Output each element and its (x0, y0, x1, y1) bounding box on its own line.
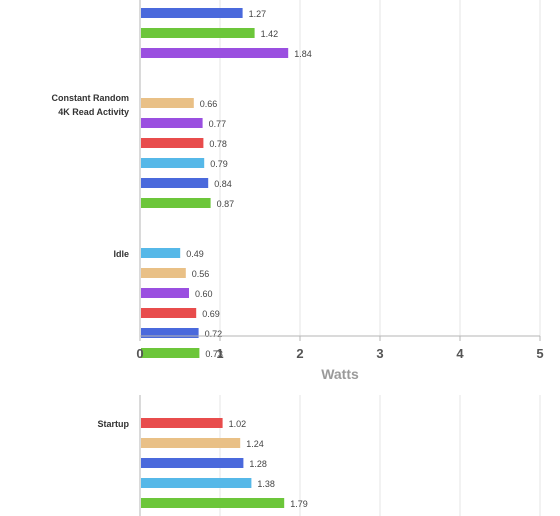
bar (141, 198, 211, 208)
category-label: 4K Read Activity (58, 107, 129, 117)
bar (141, 308, 197, 318)
bar-value-label: 1.02 (229, 419, 247, 429)
bar-value-label: 0.69 (202, 309, 220, 319)
chart-panel-lower: 1.02 1.24 1.28 1.38 1.79 Startup (98, 395, 541, 516)
bar (141, 328, 199, 338)
bar (141, 418, 223, 428)
bar (141, 348, 200, 358)
bar-value-label: 1.84 (294, 49, 312, 59)
bar-value-label: 0.87 (217, 199, 235, 209)
bar (141, 438, 241, 448)
x-tick-label: 3 (376, 346, 383, 361)
category-label: Startup (98, 419, 130, 429)
chart-panel-upper: 1.27 1.42 1.84 0.66 0.77 0.78 0.79 0.84 0.87 Cons… (52, 0, 544, 382)
bar (141, 248, 181, 258)
x-axis-title: Watts (321, 366, 359, 382)
bar-value-label: 1.79 (290, 499, 308, 509)
bar (141, 48, 289, 58)
bar (141, 28, 255, 38)
bar (141, 118, 203, 128)
category-label: Idle (113, 249, 129, 259)
bar-value-label: 0.49 (186, 249, 204, 259)
bar-value-label: 0.72 (205, 329, 223, 339)
category-label: Constant Random (52, 93, 130, 103)
bar (141, 498, 285, 508)
bar (141, 8, 243, 18)
bar-value-label: 0.73 (205, 349, 223, 359)
bar-value-label: 0.79 (210, 159, 228, 169)
x-tick-label: 4 (456, 346, 464, 361)
bar-value-label: 0.84 (214, 179, 232, 189)
bar-value-label: 0.78 (209, 139, 227, 149)
x-tick-label: 5 (536, 346, 543, 361)
bar (141, 138, 204, 148)
bar-value-label: 0.60 (195, 289, 213, 299)
x-tick-label: 0 (136, 346, 143, 361)
bar (141, 458, 244, 468)
x-tick-label: 2 (296, 346, 303, 361)
bar (141, 178, 209, 188)
bar (141, 158, 205, 168)
bar (141, 478, 252, 488)
bar-value-label: 1.27 (249, 9, 267, 19)
bar-value-label: 1.24 (246, 439, 264, 449)
bar-value-label: 1.38 (257, 479, 275, 489)
x-tick-label: 1 (216, 346, 223, 361)
bar-value-label: 1.28 (249, 459, 267, 469)
bar (141, 268, 186, 278)
bar (141, 98, 194, 108)
bar-value-label: 0.77 (209, 119, 227, 129)
bar (141, 288, 189, 298)
bar-value-label: 1.42 (261, 29, 279, 39)
bar-value-label: 0.66 (200, 99, 218, 109)
bar-value-label: 0.56 (192, 269, 210, 279)
